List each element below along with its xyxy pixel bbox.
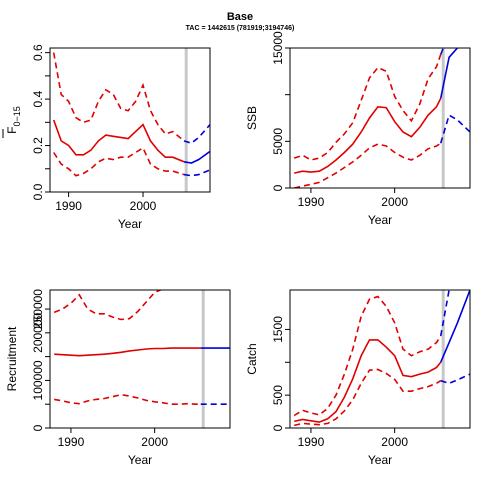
ssb-plot-area (293, 48, 470, 188)
ssb-historic-upper-line (293, 54, 442, 161)
fbar-y-tick-label: 0.6 (31, 44, 45, 61)
fbar-y-axis-label-sub: 0−15 (12, 106, 22, 126)
ssb-x-axis-label: Year (368, 213, 392, 227)
fbar-x-tick-label: 1990 (55, 199, 82, 213)
fbar-historic-upper-line (52, 52, 185, 142)
fbar-y-axis-label-main: F (5, 126, 19, 133)
recruitment-plot-area (53, 280, 230, 428)
recruitment-x-tick-label: 1990 (58, 435, 85, 449)
recruitment-projection-upper-line (201, 280, 230, 281)
catch-historic-median-line (294, 339, 442, 423)
ssb-projection-median-line (439, 48, 460, 99)
fbar-y-tick-label: 0.2 (31, 137, 45, 154)
ssb-y-tick-label: 0 (271, 184, 285, 191)
ssb-x-tick-label: 1990 (298, 195, 325, 209)
fbar-projection-upper-line (183, 124, 210, 145)
ssb-historic-lower-line (294, 142, 442, 188)
fbar-x-axis-label: Year (118, 217, 142, 231)
ssb-projection-lower-line (439, 114, 470, 144)
ssb-y-tick-label: 5000 (271, 128, 285, 155)
fbar-axes-frame (49, 47, 211, 193)
catch-x-tick-label: 1990 (298, 435, 325, 449)
fbar-projection-median-line (183, 150, 210, 164)
recruitment-y-tick-label: 200000 (31, 312, 45, 352)
catch-x-tick-label: 2000 (381, 435, 408, 449)
fbar-historic-median-line (52, 119, 185, 163)
catch-y-tick-label: 1500 (271, 316, 285, 343)
fbar-y-tick-label: 0.0 (31, 183, 45, 200)
recruitment-y-tick-label: 250000 (31, 289, 45, 329)
recruitment-y-tick-label: 100000 (31, 360, 45, 400)
catch-plot-area (293, 290, 470, 428)
fbar-plot-area (52, 48, 210, 192)
catch-projection-median-line (439, 290, 470, 363)
recruitment-historic-lower-line (54, 393, 201, 406)
fbar-panel: 1990 2000 0.0 0.2 0.4 0.6 Year F0−15 (2, 44, 211, 231)
recruitment-axes-frame (49, 289, 231, 429)
figure-subtitle: TAC = 1442615 (781919;3194746) (186, 25, 295, 32)
ssb-x-tick-label: 2000 (381, 195, 408, 209)
ssb-y-tick-label: 15000 (271, 31, 285, 65)
catch-projection-upper-line (439, 290, 451, 337)
fbar-x-tick-label: 2000 (130, 199, 157, 213)
figure-title: Base (227, 11, 253, 23)
catch-historic-lower-line (294, 368, 442, 427)
catch-historic-upper-line (293, 295, 442, 417)
ssb-y-axis-label: SSB (245, 106, 259, 130)
recruitment-y-axis-label: Recruitment (5, 326, 19, 391)
ssb-historic-median-line (294, 98, 442, 174)
catch-y-tick-label: 0 (271, 424, 285, 431)
catch-projection-lower-line (440, 373, 470, 385)
ssb-panel: 1990 2000 0 5000 15000 Year SSB (245, 31, 471, 227)
recruitment-historic-upper-line (53, 290, 163, 321)
catch-y-tick-label: 500 (271, 385, 285, 405)
ssb-axes-frame (289, 47, 471, 189)
catch-panel: 1990 2000 0 500 1500 Year Catch (245, 289, 471, 467)
fbar-historic-lower-line (53, 146, 185, 177)
fbar-y-axis-label: F0−15 (5, 106, 22, 134)
catch-y-axis-label: Catch (245, 343, 259, 374)
recruitment-historic-median-line (54, 347, 201, 357)
fbar-y-tick-label: 0.4 (31, 90, 45, 107)
recruitment-x-tick-label: 2000 (141, 435, 168, 449)
catch-axes-frame (289, 289, 471, 429)
recruitment-x-axis-label: Year (128, 453, 152, 467)
catch-x-axis-label: Year (368, 453, 392, 467)
fbar-projection-lower-line (183, 169, 210, 177)
recruitment-y-tick-label: 0 (31, 424, 45, 431)
